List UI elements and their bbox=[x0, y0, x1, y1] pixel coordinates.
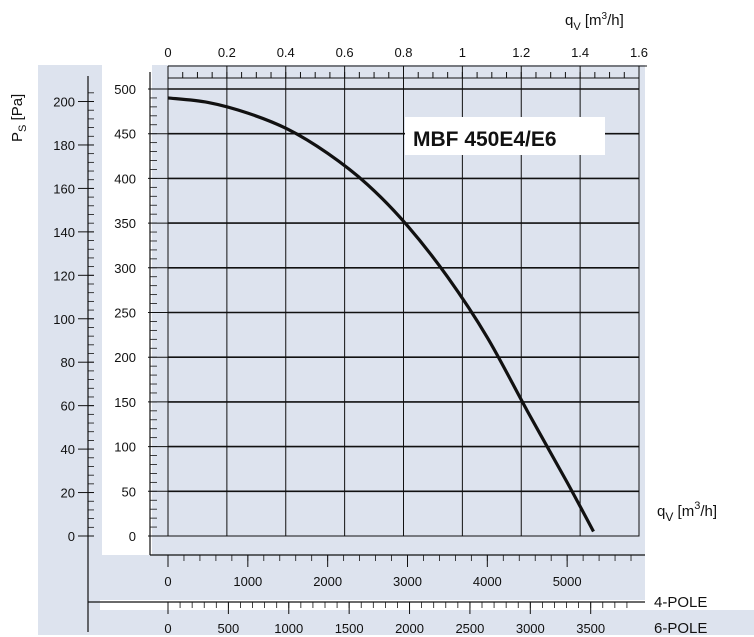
y-main-tick-label: 250 bbox=[114, 306, 136, 321]
white-top-strip bbox=[38, 0, 754, 65]
x-6pole-tick-label: 1000 bbox=[274, 621, 303, 636]
x-6pole-tick-label: 3000 bbox=[516, 621, 545, 636]
x-6pole-label: 6-POLE bbox=[654, 620, 707, 637]
x-top-title-sub: V bbox=[573, 21, 581, 33]
y-outer-tick-label: 40 bbox=[61, 442, 75, 457]
y-outer-tick-label: 200 bbox=[53, 95, 75, 110]
x-top-tick-label: 1.2 bbox=[512, 45, 530, 60]
x-top-tick-label: 0.2 bbox=[218, 45, 236, 60]
x-top-tick-label: 0.4 bbox=[277, 45, 295, 60]
x-4pole-tick-label: 1000 bbox=[233, 574, 262, 589]
y-main-tick-label: 0 bbox=[129, 529, 136, 544]
x-4pole-tick-label: 2000 bbox=[313, 574, 342, 589]
x-right-title-sup: 3 bbox=[694, 500, 700, 512]
x-top-tick-label: 1 bbox=[459, 45, 466, 60]
x-top-tick-label: 1.6 bbox=[630, 45, 648, 60]
y-main-tick-label: 350 bbox=[114, 216, 136, 231]
x-6pole-tick-label: 2500 bbox=[455, 621, 484, 636]
y-outer-tick-label: 60 bbox=[61, 399, 75, 414]
y-main-tick-label: 500 bbox=[114, 82, 136, 97]
chart-title: MBF 450E4/E6 bbox=[413, 128, 557, 151]
y-outer-tick-label: 80 bbox=[61, 355, 75, 370]
axes bbox=[78, 65, 647, 632]
x-4pole-tick-label: 4000 bbox=[473, 574, 502, 589]
white-left-strip bbox=[0, 0, 38, 637]
x-top-title-sup: 3 bbox=[602, 11, 608, 22]
x-6pole-tick-label: 500 bbox=[218, 621, 240, 636]
x-4pole-tick-label: 5000 bbox=[553, 574, 582, 589]
x-top-title-end: /h] bbox=[607, 12, 624, 29]
white-bottom-strip bbox=[100, 600, 754, 610]
x-4pole-tick-label: 3000 bbox=[393, 574, 422, 589]
y-main-tick-label: 100 bbox=[114, 440, 136, 455]
performance-curve bbox=[167, 96, 595, 533]
y-outer-tick-label: 120 bbox=[53, 268, 75, 283]
y-outer-tick-label: 140 bbox=[53, 225, 75, 240]
y-outer-tick-label: 0 bbox=[68, 529, 75, 544]
y-main-tick-label: 50 bbox=[122, 484, 136, 499]
y-main-tick-label: 150 bbox=[114, 395, 136, 410]
x-4pole-tick-label: 0 bbox=[164, 574, 171, 589]
x-top-tick-label: 0.6 bbox=[336, 45, 354, 60]
white-right-strip bbox=[645, 65, 754, 605]
x-6pole-tick-label: 2000 bbox=[395, 621, 424, 636]
x-top-tick-label: 1.4 bbox=[571, 45, 589, 60]
y-outer-title-rest: [Pa] bbox=[9, 94, 26, 125]
y-outer-tick-label: 100 bbox=[53, 312, 75, 327]
y-outer-tick-label: 160 bbox=[53, 181, 75, 196]
x-4pole-label: 4-POLE bbox=[654, 594, 707, 611]
x-top-title-rest: [m bbox=[581, 12, 602, 29]
y-main-tick-label: 200 bbox=[114, 350, 136, 365]
y-outer-tick-label: 20 bbox=[61, 486, 75, 501]
x-6pole-tick-label: 0 bbox=[164, 621, 171, 636]
x-right-title-sub: V bbox=[665, 510, 673, 524]
y-outer-tick-label: 180 bbox=[53, 138, 75, 153]
y-outer-title-sub: S bbox=[17, 125, 29, 132]
x-right-title-rest: [m bbox=[673, 503, 694, 520]
y-main-tick-label: 300 bbox=[114, 261, 136, 276]
x-top-tick-label: 0.8 bbox=[394, 45, 412, 60]
x-6pole-tick-label: 3500 bbox=[576, 621, 605, 636]
white-inner-left bbox=[102, 65, 152, 555]
model-label-bg bbox=[405, 117, 605, 155]
x-right-title-end: /h] bbox=[700, 503, 717, 520]
x-top-tick-label: 0 bbox=[164, 45, 171, 60]
y-main-tick-label: 400 bbox=[114, 171, 136, 186]
x-6pole-tick-label: 1500 bbox=[335, 621, 364, 636]
y-main-tick-label: 450 bbox=[114, 127, 136, 142]
grid bbox=[168, 78, 639, 536]
